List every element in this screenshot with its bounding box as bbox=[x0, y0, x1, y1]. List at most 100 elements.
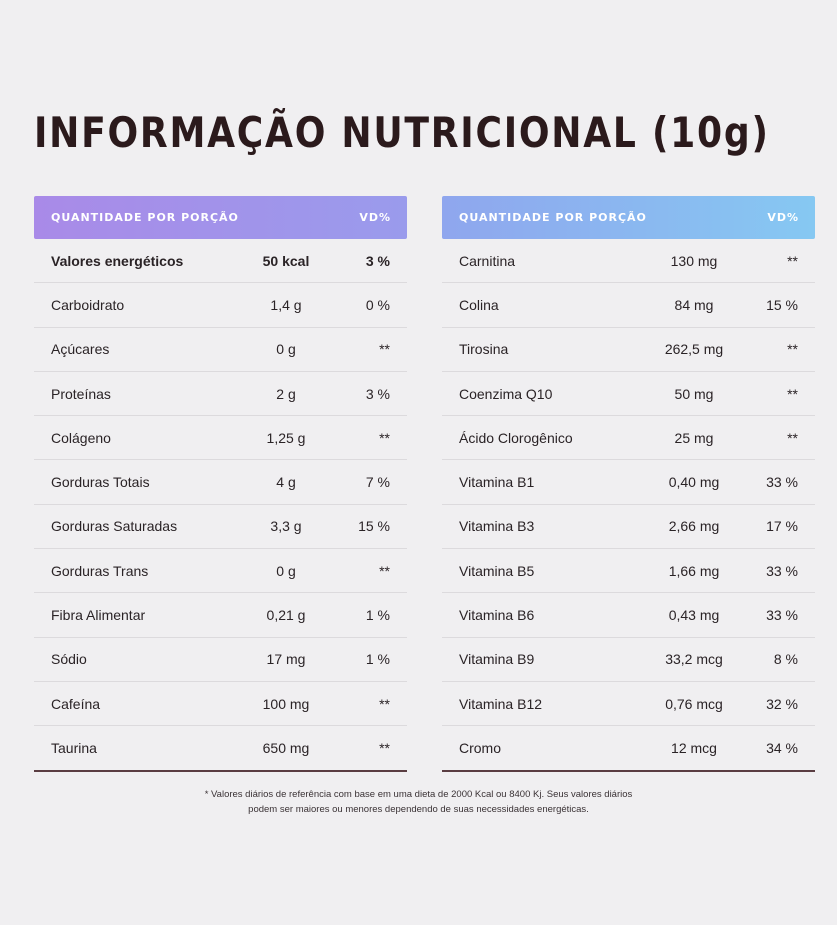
nutrient-vd: ** bbox=[379, 562, 390, 579]
nutrient-amount: 12 mcg bbox=[671, 739, 717, 756]
nutrient-amount: 0,21 g bbox=[266, 607, 306, 624]
table-body: Carnitina 130 mg ** Colina 84 mg 15 % Tirosina… bbox=[442, 239, 815, 772]
nutrient-amount: 0 g bbox=[276, 562, 296, 579]
nutrient-name: Gorduras Totais bbox=[51, 474, 150, 491]
header-quantity: QUANTIDADE POR PORÇÃO bbox=[51, 211, 239, 224]
nutrition-table-left: QUANTIDADE POR PORÇÃO VD% Valores energé… bbox=[34, 196, 407, 772]
nutrient-name: Vitamina B5 bbox=[459, 562, 535, 579]
nutrient-name: Açúcares bbox=[51, 341, 110, 358]
table-row: Vitamina B12 0,76 mcg 32 % bbox=[442, 682, 815, 727]
nutrient-name: Vitamina B1 bbox=[459, 474, 535, 491]
nutrient-name: Carnitina bbox=[459, 252, 516, 269]
nutrient-name: Vitamina B3 bbox=[459, 518, 535, 535]
table-row: Cafeína 100 mg ** bbox=[34, 682, 407, 727]
table-row: Colágeno 1,25 g ** bbox=[34, 416, 407, 461]
nutrient-vd: 1 % bbox=[365, 651, 390, 668]
nutrient-vd: 7 % bbox=[365, 474, 390, 491]
nutrient-amount: 50 mg bbox=[674, 385, 714, 402]
nutrient-vd: ** bbox=[787, 429, 798, 446]
nutrient-vd: 3 % bbox=[365, 252, 390, 269]
nutrient-name: Colágeno bbox=[51, 429, 111, 446]
nutrient-vd: 33 % bbox=[766, 474, 798, 491]
nutrient-amount: 3,3 g bbox=[270, 518, 302, 535]
nutrient-amount: 25 mg bbox=[674, 429, 714, 446]
nutrient-name: Vitamina B12 bbox=[459, 695, 543, 712]
table-row: Cromo 12 mcg 34 % bbox=[442, 726, 815, 772]
table-row: Vitamina B1 0,40 mg 33 % bbox=[442, 460, 815, 505]
nutrient-amount: 0,40 mg bbox=[668, 474, 720, 491]
nutrient-amount: 0 g bbox=[276, 341, 296, 358]
table-row: Vitamina B6 0,43 mg 33 % bbox=[442, 593, 815, 638]
table-row: Taurina 650 mg ** bbox=[34, 726, 407, 772]
table-row: Carboidrato 1,4 g 0 % bbox=[34, 283, 407, 328]
nutrient-vd: 8 % bbox=[773, 651, 798, 668]
nutrient-name: Vitamina B9 bbox=[459, 651, 535, 668]
table-row: Ácido Clorogênico 25 mg ** bbox=[442, 416, 815, 461]
nutrient-amount: 17 mg bbox=[266, 651, 306, 668]
nutrient-amount: 84 mg bbox=[674, 296, 714, 313]
header-quantity: QUANTIDADE POR PORÇÃO bbox=[459, 211, 647, 224]
table-row: Carnitina 130 mg ** bbox=[442, 239, 815, 284]
table-row: Vitamina B9 33,2 mcg 8 % bbox=[442, 638, 815, 682]
nutrient-name: Cromo bbox=[459, 739, 502, 756]
table-row: Valores energéticos 50 kcal 3 % bbox=[34, 239, 407, 284]
nutrient-amount: 50 kcal bbox=[262, 252, 310, 269]
nutrient-amount: 0,76 mcg bbox=[665, 695, 723, 712]
nutrient-name: Ácido Clorogênico bbox=[459, 429, 573, 446]
table-row: Gorduras Saturadas 3,3 g 15 % bbox=[34, 505, 407, 550]
table-row: Fibra Alimentar 0,21 g 1 % bbox=[34, 593, 407, 638]
table-row: Vitamina B3 2,66 mg 17 % bbox=[442, 505, 815, 550]
table-body: Valores energéticos 50 kcal 3 % Carboidrato… bbox=[34, 239, 407, 772]
nutrient-name: Colina bbox=[459, 296, 499, 313]
nutrient-amount: 2 g bbox=[276, 385, 296, 402]
nutrient-amount: 100 mg bbox=[262, 695, 310, 712]
nutrient-name: Gorduras Trans bbox=[51, 562, 149, 579]
nutrient-vd: 32 % bbox=[766, 695, 798, 712]
nutrient-amount: 33,2 mcg bbox=[665, 651, 723, 668]
table-row: Colina 84 mg 15 % bbox=[442, 283, 815, 328]
nutrient-name: Taurina bbox=[51, 739, 97, 756]
nutrient-vd: 34 % bbox=[766, 739, 798, 756]
nutrient-vd: 17 % bbox=[766, 518, 798, 535]
nutrient-name: Valores energéticos bbox=[51, 252, 184, 269]
nutrient-name: Carboidrato bbox=[51, 296, 125, 313]
header-vd: VD% bbox=[767, 211, 799, 224]
footnote-line-2: podem ser maiores ou menores dependendo … bbox=[248, 804, 589, 815]
nutrient-vd: 0 % bbox=[365, 296, 390, 313]
footnote: * Valores diários de referência com base… bbox=[0, 787, 837, 817]
nutrient-vd: ** bbox=[379, 739, 390, 756]
nutrient-vd: ** bbox=[379, 695, 390, 712]
nutrient-vd: 33 % bbox=[766, 607, 798, 624]
nutrient-amount: 4 g bbox=[276, 474, 296, 491]
table-row: Coenzima Q10 50 mg ** bbox=[442, 372, 815, 417]
nutrient-name: Tirosina bbox=[459, 341, 509, 358]
nutrient-name: Vitamina B6 bbox=[459, 607, 535, 624]
nutrient-vd: ** bbox=[787, 385, 798, 402]
table-row: Sódio 17 mg 1 % bbox=[34, 638, 407, 682]
nutrient-amount: 0,43 mg bbox=[668, 607, 720, 624]
nutrient-amount: 1,25 g bbox=[266, 429, 306, 446]
nutrient-vd: 1 % bbox=[365, 607, 390, 624]
nutrient-vd: ** bbox=[787, 341, 798, 358]
nutrient-amount: 1,66 mg bbox=[668, 562, 720, 579]
nutrient-amount: 1,4 g bbox=[270, 296, 302, 313]
table-header: QUANTIDADE POR PORÇÃO VD% bbox=[442, 196, 815, 239]
table-header: QUANTIDADE POR PORÇÃO VD% bbox=[34, 196, 407, 239]
nutrient-name: Fibra Alimentar bbox=[51, 607, 146, 624]
nutrient-amount: 262,5 mg bbox=[664, 341, 724, 358]
table-row: Proteínas 2 g 3 % bbox=[34, 372, 407, 417]
table-row: Tirosina 262,5 mg ** bbox=[442, 328, 815, 372]
nutrient-name: Sódio bbox=[51, 651, 87, 668]
nutrition-table-right: QUANTIDADE POR PORÇÃO VD% Carnitina 130 m… bbox=[442, 196, 815, 772]
nutrient-amount: 2,66 mg bbox=[668, 518, 720, 535]
nutrient-vd: 33 % bbox=[766, 562, 798, 579]
nutrient-vd: 15 % bbox=[766, 296, 798, 313]
nutrient-vd: ** bbox=[379, 341, 390, 358]
nutrient-vd: ** bbox=[787, 252, 798, 269]
table-row: Açúcares 0 g ** bbox=[34, 328, 407, 372]
nutrient-name: Cafeína bbox=[51, 695, 101, 712]
nutrient-name: Gorduras Saturadas bbox=[51, 518, 178, 535]
nutrient-name: Coenzima Q10 bbox=[459, 385, 553, 402]
table-row: Gorduras Trans 0 g ** bbox=[34, 549, 407, 594]
table-row: Vitamina B5 1,66 mg 33 % bbox=[442, 549, 815, 594]
